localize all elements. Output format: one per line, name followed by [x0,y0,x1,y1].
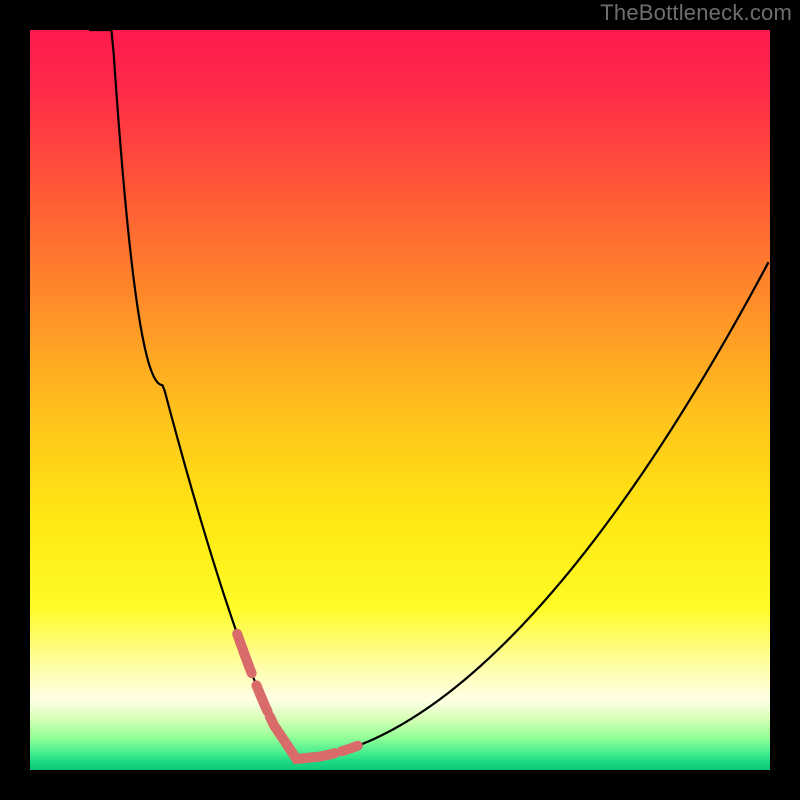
highlight-segment [351,746,358,748]
highlight-segment [274,726,327,759]
highlight-segment [328,753,335,755]
curve-layer [30,30,770,770]
highlight-segment [256,685,267,711]
watermark-text: TheBottleneck.com [600,0,792,26]
highlight-segment [237,634,251,673]
bottleneck-curve [89,30,768,759]
plot-area [30,30,770,770]
